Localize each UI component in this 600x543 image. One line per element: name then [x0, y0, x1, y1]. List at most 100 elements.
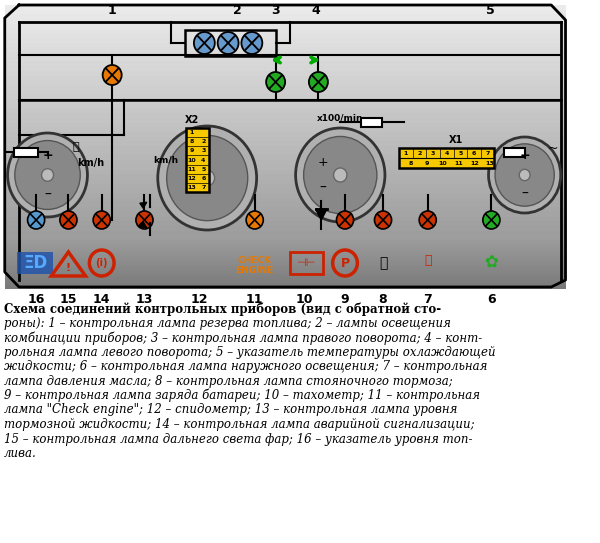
Text: +: + — [318, 155, 328, 168]
Bar — [5, 132, 566, 137]
Text: 11: 11 — [246, 293, 263, 306]
Text: 🛢: 🛢 — [379, 256, 387, 270]
Circle shape — [194, 32, 215, 54]
Text: 9 – контрольная лампа заряда батареи; 10 – тахометр; 11 – контрольная: 9 – контрольная лампа заряда батареи; 10… — [4, 389, 480, 402]
Text: ~: ~ — [548, 142, 559, 155]
Circle shape — [304, 136, 377, 213]
Circle shape — [167, 135, 248, 220]
Bar — [5, 286, 566, 288]
Bar — [5, 141, 566, 147]
Bar — [5, 257, 566, 259]
Text: 9: 9 — [190, 148, 194, 153]
Bar — [5, 266, 566, 268]
Text: 13: 13 — [486, 161, 494, 166]
Bar — [5, 259, 566, 264]
Circle shape — [158, 126, 257, 230]
Text: 7: 7 — [485, 150, 490, 155]
Bar — [5, 56, 566, 62]
Text: 11: 11 — [188, 167, 196, 172]
Bar — [290, 252, 323, 274]
Circle shape — [419, 211, 436, 229]
Bar — [5, 24, 566, 29]
Circle shape — [8, 133, 88, 217]
Text: ENGINE: ENGINE — [236, 266, 274, 275]
Bar — [5, 38, 566, 43]
Bar — [5, 137, 566, 142]
Bar — [185, 30, 275, 56]
Text: (i): (i) — [95, 258, 108, 268]
Text: X1: X1 — [449, 135, 463, 145]
Text: 2: 2 — [233, 3, 242, 16]
Bar — [5, 273, 566, 279]
Bar — [17, 252, 53, 274]
Bar — [5, 238, 566, 241]
Text: 9: 9 — [425, 161, 429, 166]
Text: 9: 9 — [341, 293, 349, 306]
Circle shape — [337, 211, 353, 229]
Bar — [14, 148, 38, 157]
Bar — [5, 75, 566, 81]
Bar — [0, 298, 570, 543]
Bar — [5, 146, 566, 151]
Bar — [5, 241, 566, 243]
Bar — [5, 90, 566, 96]
Text: 10: 10 — [438, 161, 447, 166]
Bar — [5, 66, 566, 72]
Bar — [5, 127, 566, 133]
Bar — [5, 246, 566, 248]
Bar — [504, 148, 524, 157]
Bar — [5, 264, 566, 266]
Text: –: – — [320, 181, 326, 195]
Text: Схема соединений контрольных приборов (вид с обратной сто-: Схема соединений контрольных приборов (в… — [4, 302, 441, 315]
Bar — [5, 61, 566, 67]
Bar — [5, 52, 566, 58]
Text: 8: 8 — [409, 161, 413, 166]
Bar — [5, 19, 566, 25]
Text: 5: 5 — [201, 167, 206, 172]
Text: 4: 4 — [445, 150, 449, 155]
Bar — [5, 235, 566, 237]
Text: рольная лампа левого поворота; 5 – указатель температуры охлаждающей: рольная лампа левого поворота; 5 – указа… — [4, 345, 496, 358]
Text: 8: 8 — [190, 139, 194, 144]
Text: лампа давления масла; 8 – контрольная лампа стояночного тормоза;: лампа давления масла; 8 – контрольная ла… — [4, 375, 452, 388]
Text: тормозной жидкости; 14 – контрольная лампа аварийной сигнализации;: тормозной жидкости; 14 – контрольная лам… — [4, 418, 475, 431]
Text: 2: 2 — [418, 150, 422, 155]
Text: 6: 6 — [472, 150, 476, 155]
Text: ΞD: ΞD — [23, 254, 47, 272]
Bar — [5, 262, 566, 264]
Text: 7: 7 — [424, 293, 432, 306]
Text: km/h: km/h — [77, 158, 104, 168]
Text: 8: 8 — [379, 293, 388, 306]
Circle shape — [246, 211, 263, 229]
Bar — [5, 212, 566, 218]
Bar — [5, 242, 566, 244]
Bar — [5, 221, 566, 227]
Bar — [5, 113, 566, 119]
Bar — [5, 244, 566, 246]
Text: 10: 10 — [295, 293, 313, 306]
Circle shape — [136, 211, 153, 229]
Text: 14: 14 — [93, 293, 110, 306]
Bar — [5, 251, 566, 254]
Circle shape — [296, 128, 385, 222]
Text: 13: 13 — [136, 293, 153, 306]
Text: 15 – контрольная лампа дальнего света фар; 16 – указатель уровня топ-: 15 – контрольная лампа дальнего света фа… — [4, 433, 472, 445]
Bar — [5, 99, 566, 105]
Text: 2: 2 — [201, 139, 206, 144]
Bar — [5, 269, 566, 272]
Bar — [5, 268, 566, 274]
Text: 5: 5 — [458, 150, 463, 155]
Bar — [5, 260, 566, 262]
Bar — [5, 207, 566, 213]
Bar — [5, 277, 566, 283]
Bar — [5, 283, 566, 286]
Bar — [5, 5, 566, 11]
Bar — [5, 10, 566, 15]
Bar — [5, 174, 566, 180]
Text: X2: X2 — [185, 115, 199, 125]
Circle shape — [15, 141, 80, 210]
Bar — [5, 151, 566, 156]
Text: 3: 3 — [271, 3, 280, 16]
Text: 15: 15 — [59, 293, 77, 306]
Text: 4: 4 — [311, 3, 320, 16]
